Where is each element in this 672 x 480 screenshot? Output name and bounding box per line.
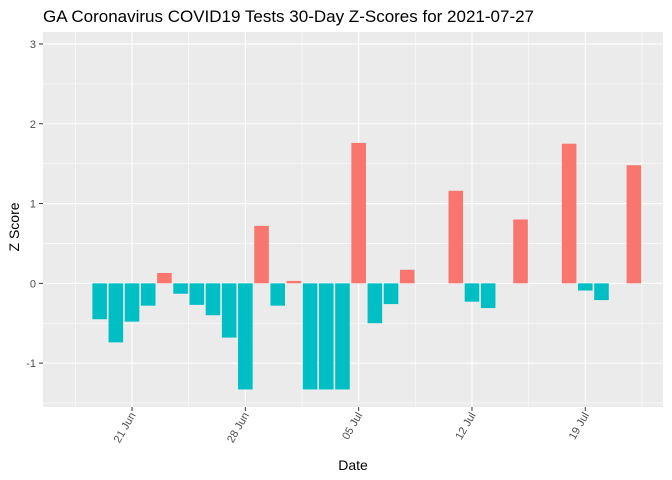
bar-2021-07-15 [513, 219, 528, 284]
bar-2021-06-20 [108, 283, 124, 343]
bar-2021-07-11 [448, 190, 464, 284]
bar-2021-07-03 [319, 283, 334, 390]
y-tick-label: -1 [26, 358, 36, 370]
y-tick-label: 0 [30, 278, 36, 290]
y-tick-label: 1 [30, 199, 36, 211]
bar-2021-07-19 [578, 283, 593, 291]
bar-2021-07-04 [335, 283, 350, 390]
bar-2021-07-20 [594, 283, 609, 301]
bar-2021-07-02 [302, 283, 318, 390]
bar-2021-06-30 [270, 283, 286, 306]
bar-2021-07-07 [383, 283, 399, 305]
bar-2021-07-13 [480, 283, 496, 309]
x-tick-label: 12 Jul [454, 411, 479, 442]
y-tick-label: 3 [30, 39, 36, 51]
x-tick-label: 21 Jun [112, 411, 139, 446]
bar-2021-07-08 [399, 269, 415, 284]
x-tick-label: 05 Jul [340, 411, 365, 442]
bar-2021-06-25 [189, 283, 205, 305]
bar-2021-06-29 [254, 225, 269, 284]
bar-2021-07-18 [561, 143, 577, 284]
bar-2021-06-22 [140, 283, 156, 306]
y-axis-title: Z Score [6, 202, 22, 251]
bar-2021-07-01 [286, 280, 302, 284]
x-axis-title: Date [338, 457, 368, 473]
bar-2021-07-12 [464, 283, 480, 302]
bar-2021-06-27 [221, 283, 237, 338]
y-axis: -1 0 1 2 3 [26, 39, 43, 370]
bar-2021-07-06 [367, 283, 383, 324]
bar-2021-06-21 [124, 283, 140, 322]
bar-2021-07-05 [351, 142, 366, 284]
x-tick-label: 19 Jul [567, 411, 592, 442]
bar-2021-06-23 [157, 272, 172, 284]
bar-2021-06-19 [92, 283, 107, 320]
bars-group [92, 142, 642, 390]
y-tick-label: 2 [30, 119, 36, 131]
bar-2021-06-26 [205, 283, 221, 316]
chart-title: GA Coronavirus COVID19 Tests 30-Day Z-Sc… [43, 7, 534, 26]
bar-2021-06-28 [238, 283, 253, 390]
bar-2021-06-24 [173, 283, 188, 294]
bar-2021-07-22 [626, 165, 642, 284]
x-tick-label: 28 Jun [225, 411, 252, 446]
